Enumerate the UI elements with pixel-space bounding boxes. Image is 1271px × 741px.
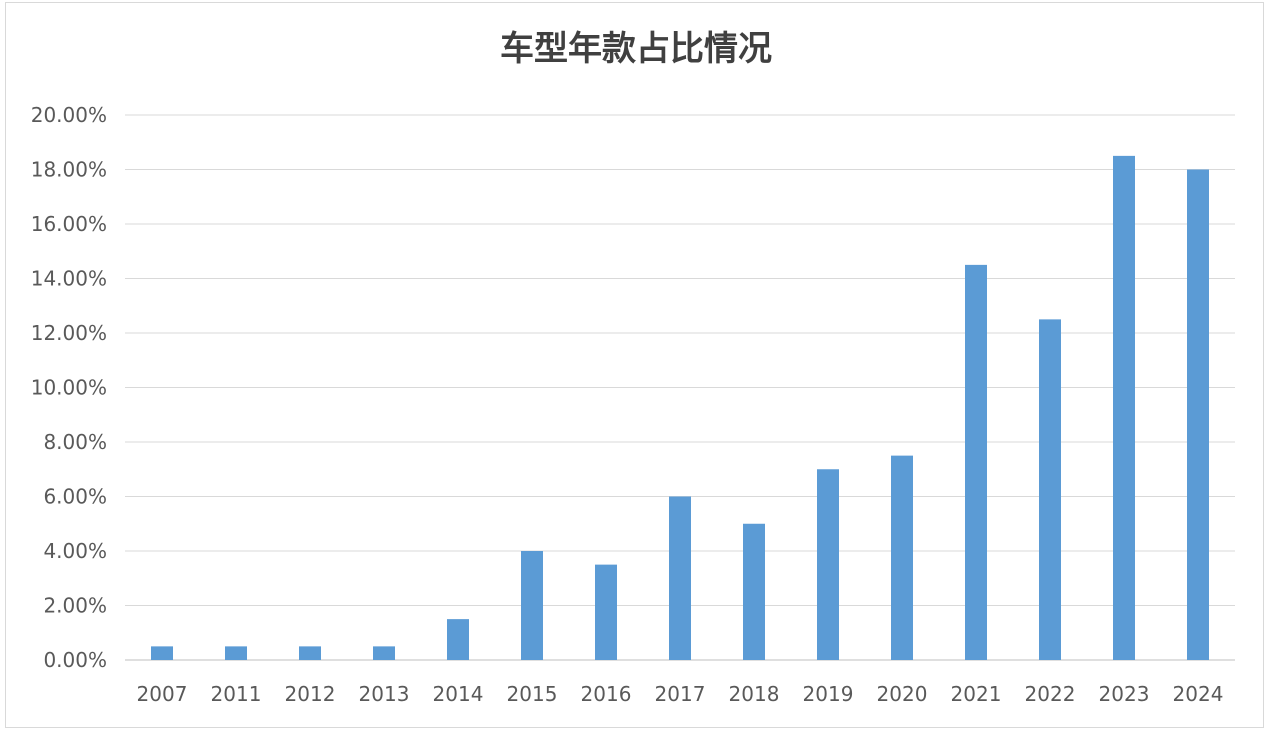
bar-2021 — [965, 264, 987, 660]
y-tick-label: 0.00% — [43, 648, 107, 672]
x-tick-label: 2020 — [877, 682, 928, 706]
bar-2023 — [1113, 155, 1135, 660]
x-tick-label: 2012 — [285, 682, 336, 706]
bars — [151, 155, 1209, 660]
x-tick-label: 2019 — [803, 682, 854, 706]
bar-2018 — [743, 523, 765, 660]
x-tick-label: 2022 — [1025, 682, 1076, 706]
x-tick-label: 2024 — [1173, 682, 1224, 706]
x-tick-label: 2021 — [951, 682, 1002, 706]
bar-2013 — [373, 646, 395, 660]
x-tick-label: 2023 — [1099, 682, 1150, 706]
x-tick-label: 2018 — [729, 682, 780, 706]
y-tick-label: 4.00% — [43, 539, 107, 563]
cropped-caption — [440, 728, 840, 741]
x-axis: 2007 2011 2012 2013 2014 2015 2016 2017 2018 2019… — [137, 682, 1224, 706]
y-tick-label: 10.00% — [31, 376, 107, 400]
chart-title: 车型年款占比情况 — [500, 29, 772, 69]
x-tick-label: 2016 — [581, 682, 632, 706]
bar-2022 — [1039, 319, 1061, 660]
y-tick-label: 6.00% — [43, 485, 107, 509]
bar-2014 — [447, 619, 469, 660]
y-tick-label: 18.00% — [31, 158, 107, 182]
y-tick-label: 20.00% — [31, 103, 107, 127]
bar-2016 — [595, 564, 617, 660]
y-axis: 0.00% 2.00% 4.00% 6.00% 8.00% 10.00% 12.00% 14.… — [31, 103, 107, 672]
bar-2020 — [891, 455, 913, 660]
y-tick-label: 2.00% — [43, 594, 107, 618]
x-tick-label: 2015 — [507, 682, 558, 706]
bar-2015 — [521, 551, 543, 660]
x-tick-label: 2011 — [211, 682, 262, 706]
bar-2024 — [1187, 169, 1209, 660]
x-tick-label: 2007 — [137, 682, 188, 706]
bar-2007 — [151, 646, 173, 660]
bar-2019 — [817, 469, 839, 660]
y-tick-label: 12.00% — [31, 321, 107, 345]
bar-2012 — [299, 646, 321, 660]
x-tick-label: 2013 — [359, 682, 410, 706]
y-tick-label: 16.00% — [31, 212, 107, 236]
x-tick-label: 2017 — [655, 682, 706, 706]
bar-2011 — [225, 646, 247, 660]
x-tick-label: 2014 — [433, 682, 484, 706]
y-tick-label: 14.00% — [31, 267, 107, 291]
bar-2017 — [669, 496, 691, 660]
y-tick-label: 8.00% — [43, 430, 107, 454]
